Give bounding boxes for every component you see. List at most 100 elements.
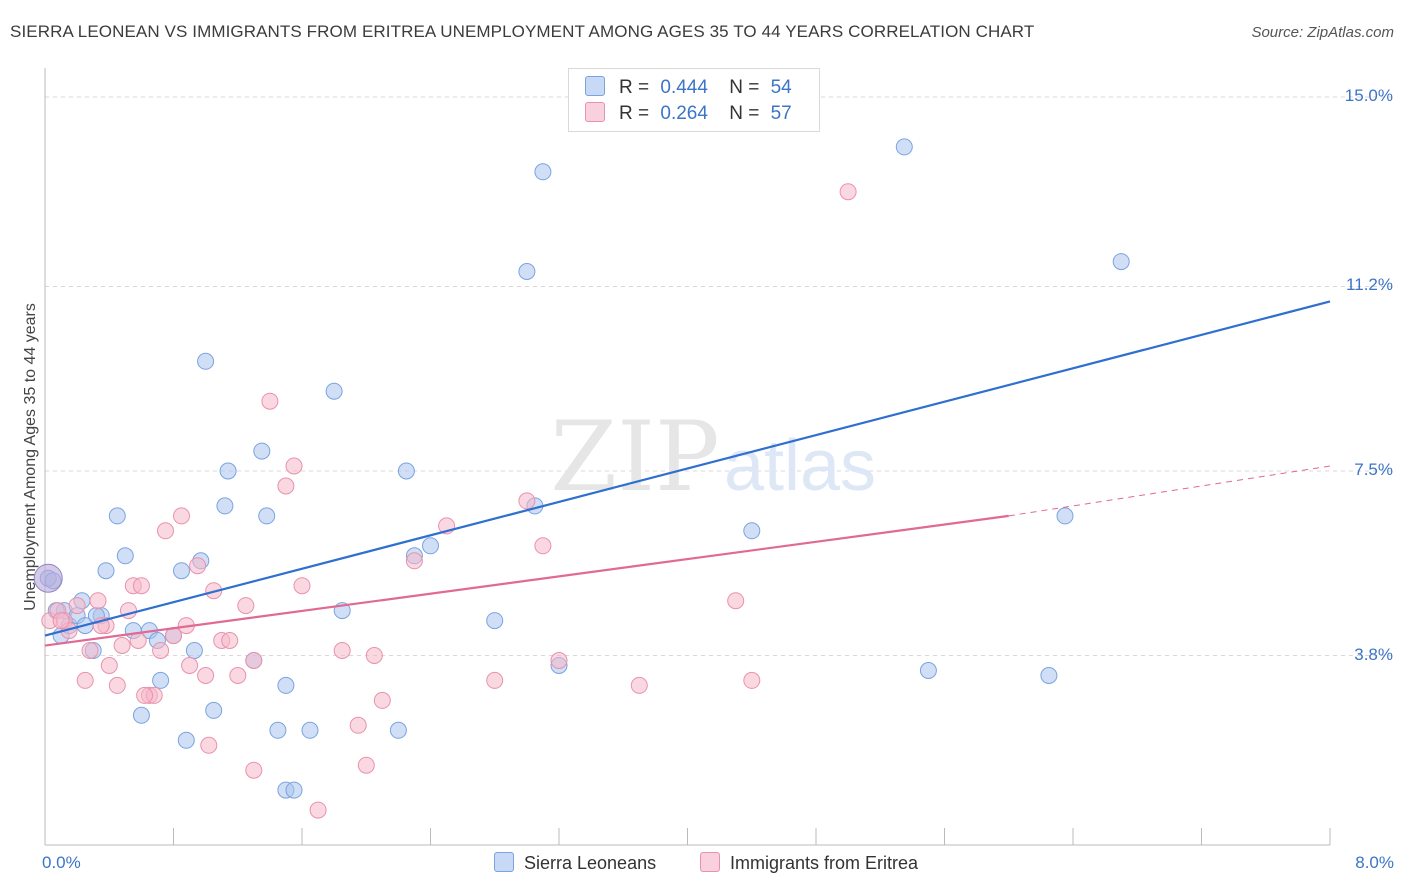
sierra-leonean-point — [97, 562, 115, 580]
y-tick-label: 11.2% — [1346, 275, 1393, 295]
y-tick-label: 15.0% — [1344, 86, 1393, 105]
eritrea-point — [197, 667, 215, 684]
eritrea-point — [357, 756, 375, 774]
y-tick-label: 7.5% — [1354, 460, 1393, 479]
eritrea-point — [68, 597, 86, 615]
eritrea-point — [245, 761, 263, 779]
eritrea-point — [100, 657, 118, 674]
sierra-leonean-point — [258, 507, 276, 525]
eritrea-point — [108, 676, 126, 694]
sierra-leonean-point — [389, 721, 407, 739]
sierra-leonean-trend-line — [44, 300, 1331, 637]
eritrea-point — [157, 522, 174, 540]
eritrea-point — [839, 183, 857, 201]
watermark-atlas: atlas — [724, 426, 876, 506]
legend-swatch-blue — [494, 852, 514, 872]
eritrea-point — [349, 716, 367, 734]
eritrea-point — [405, 552, 423, 570]
eritrea-point — [189, 557, 207, 575]
eritrea-point — [309, 801, 327, 819]
sierra-leonean-point — [197, 352, 215, 370]
eritrea-point — [743, 671, 761, 689]
eritrea-point — [52, 612, 70, 630]
eritrea-point — [261, 392, 279, 410]
series-legend: Sierra Leoneans Immigrants from Eritrea — [0, 852, 1406, 878]
eritrea-point — [365, 647, 383, 664]
sierra-leonean-point — [486, 612, 504, 630]
sierra-leonean-point — [205, 701, 223, 719]
x-tick-label-right: 8.0% — [1355, 853, 1394, 872]
eritrea-point — [534, 537, 552, 555]
eritrea-point — [81, 642, 99, 659]
eritrea-point — [277, 477, 295, 495]
sierra-leonean-point — [177, 731, 195, 749]
eritrea-point — [333, 642, 351, 659]
legend-item-eritrea[interactable]: Immigrants from Eritrea — [700, 852, 918, 874]
eritrea-trend-line — [44, 514, 1009, 647]
points — [33, 138, 1130, 819]
sierra-leonean-point — [173, 562, 190, 580]
sierra-leonean-point — [219, 462, 237, 480]
correlation-legend: R = 0.444 N = 54 R = 0.264 N = 57 — [568, 68, 820, 132]
eritrea-point — [237, 597, 255, 615]
sierra-leonean-point — [277, 676, 295, 694]
sierra-leonean-point — [325, 382, 343, 400]
sierra-leonean-point — [285, 781, 303, 799]
sierra-leonean-point — [253, 442, 271, 460]
sierra-leonean-point — [269, 721, 287, 739]
legend-row-sierra-leoneans: R = 0.444 N = 54 — [585, 76, 792, 100]
eritrea-point — [221, 632, 239, 649]
eritrea-point — [550, 652, 568, 669]
legend-swatch-blue — [585, 76, 605, 96]
sierra-leonean-point — [518, 263, 536, 280]
y-tick-label: 3.8% — [1354, 644, 1393, 664]
sierra-leonean-point — [895, 138, 913, 156]
sierra-leonean-point — [1040, 667, 1058, 684]
legend-row-eritrea: R = 0.264 N = 57 — [585, 102, 792, 126]
sierra-leonean-point — [152, 671, 170, 689]
sierra-leonean-point — [216, 497, 234, 515]
sierra-leonean-point — [919, 662, 937, 679]
sierra-leonean-point — [185, 642, 203, 659]
trend-lines — [44, 300, 1331, 647]
eritrea-point — [89, 592, 107, 610]
eritrea-point — [129, 632, 147, 649]
eritrea-point — [200, 736, 218, 754]
eritrea-point — [229, 667, 247, 684]
eritrea-point — [152, 642, 170, 659]
x-tick-label-left: 0.0% — [42, 853, 81, 872]
chart-title: SIERRA LEONEAN VS IMMIGRANTS FROM ERITRE… — [10, 22, 1035, 41]
grid — [45, 96, 1392, 657]
eritrea-point — [113, 637, 131, 654]
eritrea-point — [727, 592, 745, 610]
eritrea-point — [373, 691, 391, 709]
eritrea-point — [630, 676, 648, 694]
sierra-leonean-point — [1056, 507, 1074, 525]
eritrea-point — [136, 686, 154, 704]
eritrea-trend-extension — [1008, 465, 1331, 517]
cluster-point — [33, 563, 63, 593]
sierra-leonean-point — [108, 507, 126, 525]
watermark-zip: ZIP — [550, 401, 719, 513]
sierra-leonean-point — [132, 706, 150, 724]
sierra-leonean-point — [743, 522, 761, 540]
eritrea-point — [245, 652, 263, 669]
sierra-leonean-point — [534, 163, 552, 181]
legend-item-sierra-leoneans[interactable]: Sierra Leoneans — [494, 852, 656, 874]
sierra-leonean-point — [116, 547, 134, 565]
eritrea-point — [173, 507, 190, 525]
legend-swatch-pink — [585, 102, 605, 122]
legend-swatch-pink — [700, 852, 720, 872]
source-label: Source: ZipAtlas.com — [1251, 24, 1394, 41]
eritrea-point — [486, 671, 504, 689]
eritrea-point — [132, 577, 150, 595]
sierra-leonean-point — [301, 721, 319, 739]
sierra-leonean-point — [422, 537, 439, 555]
eritrea-point — [76, 671, 94, 689]
axes — [44, 68, 1331, 846]
eritrea-point — [293, 577, 311, 595]
sierra-leonean-point — [1112, 253, 1130, 271]
eritrea-point — [285, 457, 303, 475]
eritrea-point — [518, 492, 536, 510]
